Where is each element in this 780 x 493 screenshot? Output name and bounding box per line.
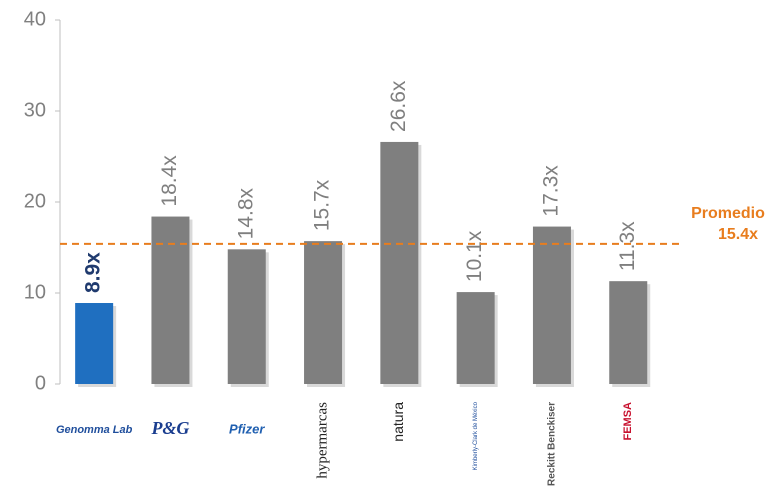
bar (151, 216, 190, 384)
value-label: 26.6x (387, 80, 410, 132)
value-label: 11.3x (616, 221, 639, 271)
average-label: Promedio (691, 205, 765, 222)
value-label: 18.4x (158, 155, 181, 207)
y-tick-label: 30 (24, 99, 46, 121)
category-label: Reckitt Benckiser (547, 402, 558, 486)
y-tick-label: 40 (24, 8, 46, 30)
bar (532, 226, 571, 384)
bar (456, 292, 495, 384)
value-label: 14.8x (234, 187, 257, 239)
bar (75, 303, 114, 384)
value-label: 8.9x (82, 252, 105, 293)
y-tick-label: 10 (24, 281, 46, 303)
value-label: 15.7x (311, 179, 334, 231)
y-tick-label: 0 (35, 372, 46, 394)
y-tick-label: 20 (24, 190, 46, 212)
bar (380, 141, 419, 384)
category-label: Pfizer (229, 421, 265, 436)
value-label: 10.1x (463, 230, 486, 282)
bar (304, 241, 343, 384)
category-label: natura (390, 402, 406, 442)
category-label: P&G (150, 418, 189, 438)
category-label: Kimberly-Clark de México (473, 401, 479, 470)
category-label: FEMSA (622, 402, 634, 441)
bar (609, 281, 648, 384)
value-label: 17.3x (539, 165, 562, 217)
category-label: Genomma Lab (56, 424, 133, 436)
bar (227, 249, 266, 384)
average-value: 15.4x (718, 226, 758, 243)
category-label: hypermarcas (314, 402, 330, 479)
